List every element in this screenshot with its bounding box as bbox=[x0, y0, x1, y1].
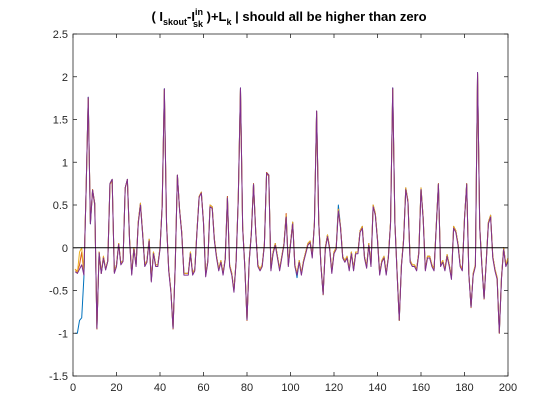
y-tick-label: -1.5 bbox=[49, 371, 68, 383]
x-tick-label: 20 bbox=[110, 382, 122, 394]
x-tick-label: 100 bbox=[281, 382, 299, 394]
title-sub-sk: sk bbox=[193, 19, 204, 29]
title-dash: -I bbox=[187, 9, 195, 24]
title-sub-k: k bbox=[226, 17, 232, 27]
y-tick-label: 1 bbox=[62, 157, 68, 169]
y-tick-label: 1.5 bbox=[53, 115, 68, 127]
x-tick-label: 180 bbox=[455, 382, 473, 394]
series-group bbox=[74, 71, 509, 334]
title-sub-skout: skout bbox=[163, 17, 187, 27]
y-tick-label: 0.5 bbox=[53, 200, 68, 212]
y-tick-label: -0.5 bbox=[49, 286, 68, 298]
y-tick-label: -1 bbox=[58, 328, 68, 340]
title-close: )+L bbox=[203, 9, 227, 24]
x-tick-label: 80 bbox=[241, 382, 253, 394]
series-line-4 bbox=[74, 71, 509, 333]
x-tick-label: 40 bbox=[154, 382, 166, 394]
x-tick-label: 60 bbox=[197, 382, 209, 394]
title-open: ( I bbox=[151, 9, 163, 24]
x-tick-label: 120 bbox=[325, 382, 343, 394]
plot-area bbox=[73, 34, 508, 376]
x-tick-label: 200 bbox=[499, 382, 517, 394]
x-tick-label: 0 bbox=[70, 382, 76, 394]
title-sup-in: in bbox=[195, 7, 203, 17]
y-tick-label: 2 bbox=[62, 72, 68, 84]
x-tick-label: 160 bbox=[412, 382, 430, 394]
title-tail: | should all be higher than zero bbox=[232, 9, 427, 24]
y-tick-label: 2.5 bbox=[53, 29, 68, 41]
axes-group: 0 20 40 60 80 100 120 140 160 180 200 -1.5 -1 -0.5 0 0.… bbox=[49, 29, 517, 394]
x-tick-label: 140 bbox=[368, 382, 386, 394]
chart-title: ( Iskout-Iin sk )+Lk | should all be high… bbox=[151, 7, 426, 29]
y-tick-label: 0 bbox=[62, 243, 68, 255]
